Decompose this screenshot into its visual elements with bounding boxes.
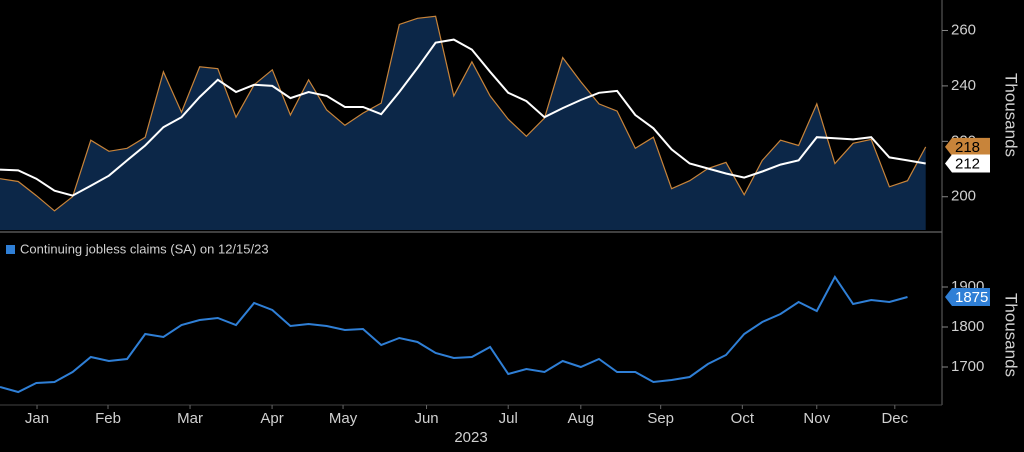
x-tick-label: Apr bbox=[260, 410, 283, 427]
x-tick-label: Mar bbox=[177, 410, 203, 427]
x-tick-label: Jun bbox=[414, 410, 438, 427]
y-axis-label: Thousands bbox=[1002, 293, 1021, 377]
value-tag bbox=[945, 288, 990, 306]
y-tick-label: 260 bbox=[951, 21, 976, 38]
x-tick-label: Dec bbox=[881, 410, 908, 427]
y-tick-label: 1700 bbox=[951, 358, 984, 375]
x-tick-label: May bbox=[329, 410, 358, 427]
legend-swatch bbox=[6, 245, 15, 254]
x-tick-label: Jan bbox=[25, 410, 49, 427]
value-tag bbox=[945, 154, 990, 173]
area bbox=[0, 16, 926, 230]
x-tick-label: Jul bbox=[499, 410, 518, 427]
y-tick-label: 200 bbox=[951, 188, 976, 205]
value-tag-label: 1875 bbox=[955, 289, 988, 306]
x-tick-label: Sep bbox=[647, 410, 674, 427]
y-axis-label: Thousands bbox=[1002, 73, 1021, 157]
value-tag bbox=[945, 137, 990, 156]
value-tag-label: 212 bbox=[955, 155, 980, 172]
x-tick-label: Oct bbox=[731, 410, 755, 427]
legend-label: Continuing jobless claims (SA) on 12/15/… bbox=[20, 241, 269, 256]
y-tick-label: 240 bbox=[951, 77, 976, 94]
y-tick-label: 1800 bbox=[951, 318, 984, 335]
x-tick-label: Feb bbox=[95, 410, 121, 427]
value-tag-label: 218 bbox=[955, 139, 980, 156]
x-axis-label: 2023 bbox=[454, 429, 487, 446]
x-tick-label: Aug bbox=[567, 410, 594, 427]
series-line bbox=[0, 38, 926, 197]
series-line bbox=[0, 275, 908, 394]
x-tick-label: Nov bbox=[803, 410, 830, 427]
series-line bbox=[0, 15, 927, 212]
